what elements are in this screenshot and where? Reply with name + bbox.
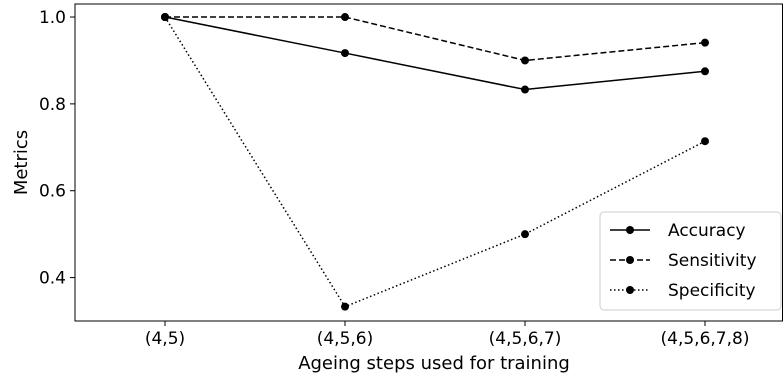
data-point-specificity xyxy=(521,230,529,239)
series-layer xyxy=(161,13,709,311)
legend-marker-specificity xyxy=(626,286,634,294)
y-tick-label: 1.0 xyxy=(39,8,66,28)
x-tick-label: (4,5,6,7) xyxy=(489,329,562,349)
axis-ticks: (4,5) (4,5,6) (4,5,6,7) (4,5,6,7,8) 0.4 0.6 0.… xyxy=(39,8,750,349)
data-point-sensitivity xyxy=(341,13,349,22)
y-axis-label: Metrics xyxy=(11,130,32,195)
legend-marker-accuracy xyxy=(626,226,634,234)
legend-box xyxy=(599,211,782,311)
y-tick-label: 0.4 xyxy=(39,269,66,289)
x-tick-label: (4,5,6,7,8) xyxy=(661,329,750,349)
y-tick-label: 0.8 xyxy=(39,95,66,115)
y-tick-label: 0.6 xyxy=(39,182,66,202)
data-point-specificity xyxy=(701,137,709,146)
x-tick-label: (4,5) xyxy=(145,329,185,349)
x-tick-label: (4,5,6) xyxy=(317,329,374,349)
legend-label-specificity: Specificity xyxy=(668,281,756,301)
legend-label-sensitivity: Sensitivity xyxy=(668,251,757,271)
series-line-sensitivity xyxy=(165,16,706,62)
data-point-specificity xyxy=(161,13,169,22)
legend-label-accuracy: Accuracy xyxy=(668,221,746,241)
data-point-accuracy xyxy=(701,67,709,76)
series-line-accuracy xyxy=(164,16,706,91)
data-point-accuracy xyxy=(521,85,529,94)
data-point-sensitivity xyxy=(521,56,529,65)
legend: Accuracy Sensitivity Specificity xyxy=(599,211,782,311)
x-axis-label: Ageing steps used for training xyxy=(298,353,570,374)
data-point-accuracy xyxy=(341,49,349,58)
data-point-specificity xyxy=(341,302,349,311)
series-line-specificity xyxy=(164,16,706,308)
data-point-sensitivity xyxy=(701,38,709,47)
legend-marker-sensitivity xyxy=(626,256,634,264)
